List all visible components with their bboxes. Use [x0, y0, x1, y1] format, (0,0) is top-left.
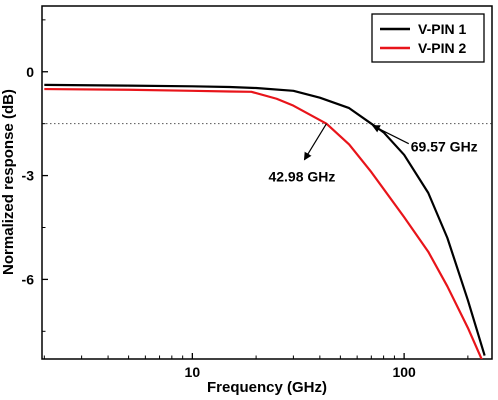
y-tick-label: -6 [22, 271, 35, 287]
x-tick-label: 10 [185, 364, 201, 380]
annotation-label-2: 69.57 GHz [411, 139, 478, 155]
x-tick-label: 100 [392, 364, 416, 380]
annotation-arrow-1 [303, 123, 327, 161]
y-tick-label: -3 [22, 168, 35, 184]
legend-label-1: V-PIN 1 [418, 21, 466, 37]
legend-label-2: V-PIN 2 [418, 40, 466, 56]
annotation-arrow-2 [371, 125, 410, 145]
series-line-2 [44, 87, 483, 359]
series-line-1 [44, 83, 486, 356]
plot-frame [41, 5, 493, 360]
x-axis-title: Frequency (GHz) [207, 379, 327, 396]
y-axis-title: Normalized response (dB) [0, 89, 17, 275]
legend-box [371, 13, 485, 63]
annotation-label-1: 42.98 GHz [268, 169, 335, 185]
y-tick-label: 0 [26, 64, 34, 80]
